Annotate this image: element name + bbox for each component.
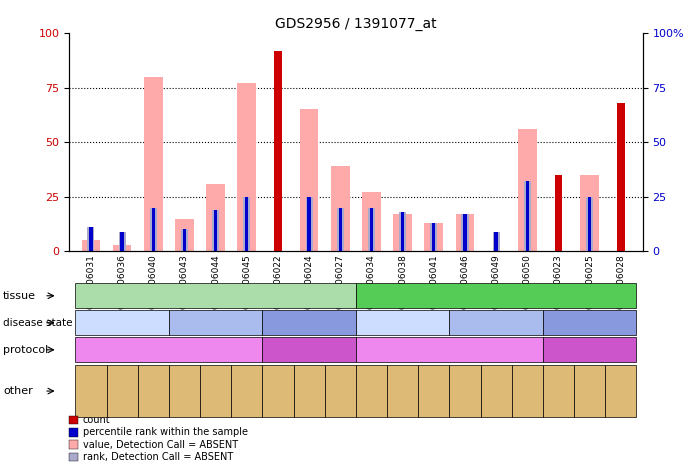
Text: pair
fed 2: pair fed 2 [395, 386, 410, 396]
Bar [617, 103, 625, 251]
Text: hypothalamus: hypothalamus [461, 291, 531, 301]
Text: weight regained: weight regained [363, 318, 442, 328]
Bar [82, 240, 100, 251]
Text: subcutaneous abdominal fat: subcutaneous abdominal fat [146, 291, 285, 301]
Bar [617, 155, 625, 251]
Bar [524, 182, 531, 251]
Bar [432, 223, 435, 251]
Bar [368, 208, 375, 251]
Bar [401, 212, 404, 251]
Bar [150, 208, 157, 251]
Bar [276, 162, 280, 251]
Bar [495, 232, 498, 251]
Bar [212, 210, 219, 251]
Bar [557, 190, 560, 251]
Text: other: other [3, 386, 32, 396]
Bar [305, 197, 312, 251]
Text: pair
fed 3: pair fed 3 [520, 386, 535, 396]
Text: pair fed
1: pair fed 1 [360, 386, 383, 396]
Bar [493, 232, 500, 251]
Text: pair
fed 3: pair fed 3 [146, 386, 161, 396]
Text: weight lost: weight lost [469, 318, 523, 328]
Bar [462, 214, 468, 251]
Bar [339, 208, 342, 251]
Bar [588, 197, 591, 251]
Bar [526, 182, 529, 251]
Bar [424, 223, 443, 251]
Bar [245, 197, 249, 251]
Bar [580, 175, 599, 251]
Text: pair
fed 3: pair fed 3 [239, 386, 254, 396]
Bar [455, 214, 474, 251]
Bar [586, 197, 593, 251]
Text: pair
fed 2: pair fed 2 [208, 386, 223, 396]
Text: RYGB surgery: RYGB surgery [416, 345, 483, 355]
Text: count: count [83, 415, 111, 425]
Text: weight regained: weight regained [82, 318, 162, 328]
Bar [430, 223, 437, 251]
Text: percentile rank within the sample: percentile rank within the sample [83, 427, 248, 438]
Text: sham: sham [296, 345, 323, 355]
Text: weight lost: weight lost [189, 318, 243, 328]
Bar [399, 212, 406, 251]
Bar [175, 219, 193, 251]
Bar [214, 210, 217, 251]
Bar [113, 245, 131, 251]
Bar [120, 232, 124, 251]
Title: GDS2956 / 1391077_at: GDS2956 / 1391077_at [275, 17, 437, 31]
Bar [206, 183, 225, 251]
Bar [518, 129, 537, 251]
Bar [243, 197, 250, 251]
Bar [619, 155, 623, 251]
Bar [393, 214, 412, 251]
Text: rank, Detection Call = ABSENT: rank, Detection Call = ABSENT [83, 452, 233, 462]
Bar [370, 208, 373, 251]
Bar [274, 162, 281, 251]
Text: protocol: protocol [3, 345, 48, 355]
Bar [300, 109, 319, 251]
Text: pair
fed 3: pair fed 3 [426, 386, 442, 396]
Text: pair
fed 3: pair fed 3 [332, 386, 348, 396]
Bar [151, 208, 155, 251]
Bar [307, 197, 311, 251]
Bar [144, 77, 162, 251]
Text: pair fed
1: pair fed 1 [267, 386, 290, 396]
Text: value, Detection Call = ABSENT: value, Detection Call = ABSENT [83, 439, 238, 450]
Bar [274, 51, 282, 251]
Bar [89, 227, 93, 251]
Text: sham: sham [576, 345, 603, 355]
Text: tissue: tissue [3, 291, 36, 301]
Text: control: control [292, 318, 326, 328]
Text: pair fed
1: pair fed 1 [173, 386, 196, 396]
Text: pair
fed 2: pair fed 2 [582, 386, 597, 396]
Text: control: control [573, 318, 607, 328]
Text: disease state: disease state [3, 318, 73, 328]
Bar [238, 83, 256, 251]
Bar [181, 229, 188, 251]
Bar [337, 208, 344, 251]
Text: pair
fed 2: pair fed 2 [115, 386, 130, 396]
Bar [87, 227, 95, 251]
Text: pair
fed 2: pair fed 2 [489, 386, 504, 396]
Bar [362, 192, 381, 251]
Text: pair
fed 3: pair fed 3 [613, 386, 628, 396]
Text: pair
fed 1: pair fed 1 [84, 386, 99, 396]
Text: RYGB surgery: RYGB surgery [135, 345, 202, 355]
Bar [119, 232, 126, 251]
Text: pair fed
1: pair fed 1 [453, 386, 476, 396]
Bar [331, 166, 350, 251]
Bar [555, 190, 562, 251]
Bar [182, 229, 186, 251]
Bar [463, 214, 466, 251]
Text: pair fed
1: pair fed 1 [547, 386, 570, 396]
Bar [555, 175, 562, 251]
Text: pair
fed 2: pair fed 2 [301, 386, 316, 396]
